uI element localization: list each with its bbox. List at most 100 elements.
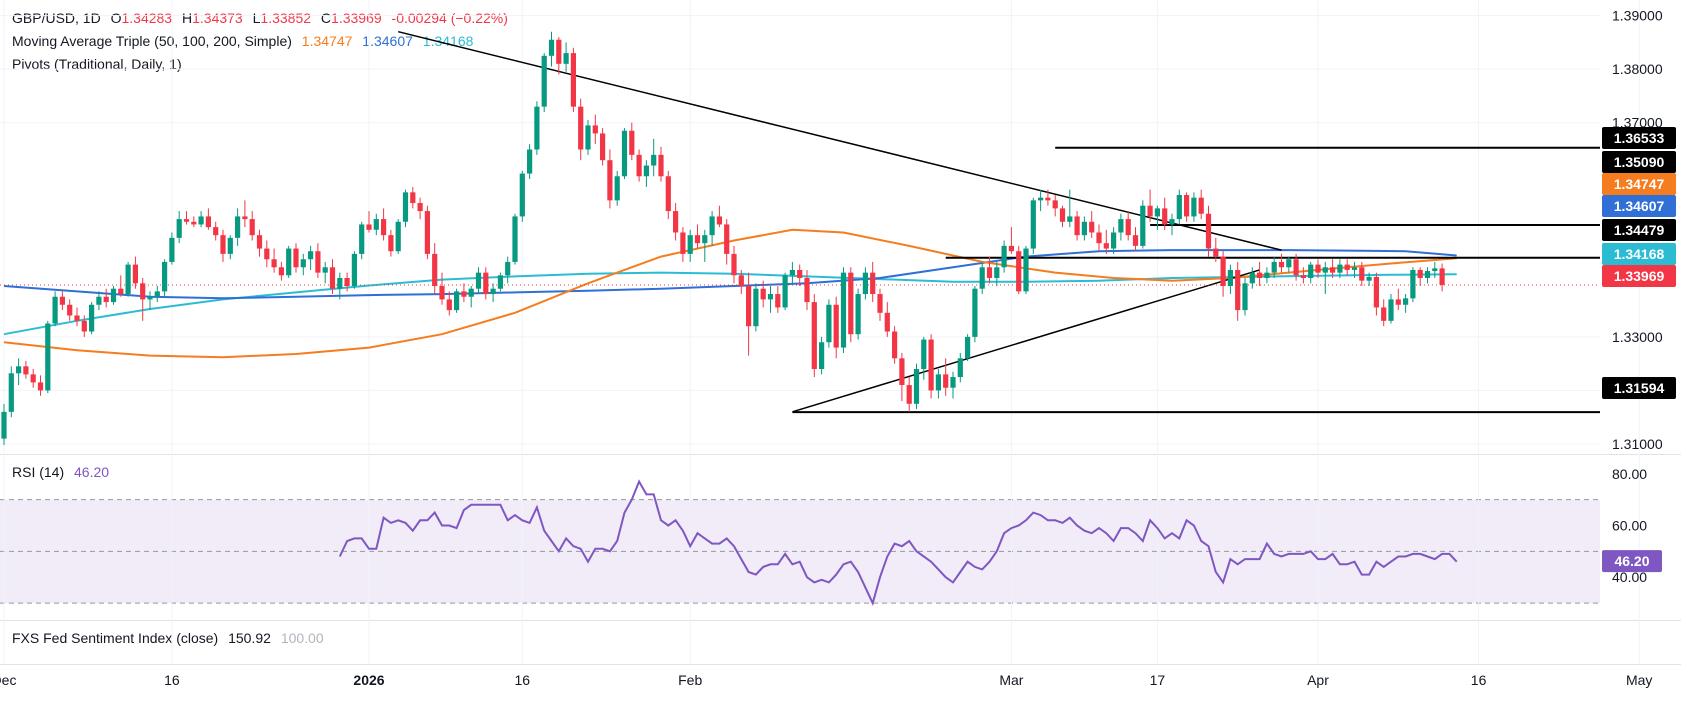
pane-divider-timeaxis [0, 664, 1681, 665]
candle-body [45, 323, 51, 391]
candle-body [220, 235, 226, 254]
price-tag-label: 1.34747 [1614, 176, 1665, 192]
candle-body [96, 296, 102, 305]
price-tag-layer: 1.36533 1.35090 1.34747 1.34607 1.34479 1.341… [1602, 127, 1676, 573]
candle-body [1315, 264, 1321, 273]
candles-layer [1, 31, 1445, 446]
rsi-layer [338, 479, 1458, 606]
candle-body [957, 358, 963, 378]
candle-body [1052, 200, 1058, 209]
candle-body [651, 154, 657, 166]
candle-body [205, 216, 211, 228]
date-tick-label: Dec [0, 672, 16, 688]
price-tag-ma100 [1602, 195, 1676, 217]
candle-body [585, 125, 591, 150]
ma100-line [3, 249, 1457, 300]
candle-body [994, 267, 1000, 278]
ma100-value: 1.34607 [362, 33, 413, 49]
candle-body [402, 192, 409, 222]
candle-body [1045, 197, 1051, 201]
candle-body [103, 296, 109, 303]
candle-body [1096, 232, 1102, 244]
fxs-legend: FXS Fed Sentiment Index (close) 150.92 1… [12, 630, 330, 646]
candle-body [475, 272, 482, 289]
candle-body [797, 269, 803, 278]
candle-body [1373, 276, 1379, 308]
pane-divider-rsi [0, 454, 1681, 455]
candle-body [1344, 264, 1350, 270]
price-tick-label: 1.39000 [1612, 8, 1663, 24]
candle-body [1300, 275, 1306, 278]
pivots-legend: Pivots (Traditional, Daily, 1) [12, 56, 188, 72]
candle-body [308, 251, 314, 260]
candle-body [30, 374, 36, 383]
candle-body [986, 267, 993, 278]
candle-body [548, 39, 555, 56]
candle-body [183, 219, 190, 222]
candle-body [1154, 208, 1160, 217]
candle-body [118, 288, 124, 295]
candle-body [687, 235, 693, 254]
candle-body [1132, 235, 1139, 246]
candle-body [921, 339, 927, 370]
candle-body [592, 125, 598, 134]
candle-body [1184, 195, 1190, 217]
date-tick-label: Feb [678, 672, 702, 688]
candle-body [417, 203, 423, 212]
price-tag-dark [1602, 377, 1676, 399]
candle-body [140, 283, 146, 300]
candle-body [804, 277, 810, 303]
rsi-line [338, 479, 1458, 606]
change-value: -0.00294 (−0.22%) [391, 10, 508, 26]
candle-body [965, 336, 971, 359]
candle-body [767, 294, 774, 300]
candle-body [709, 216, 715, 236]
candle-body [746, 286, 752, 327]
candle-body [738, 275, 744, 287]
candle-body [1169, 219, 1175, 225]
candle-body [1439, 268, 1445, 285]
candle-body [899, 358, 905, 386]
candle-body [1286, 259, 1292, 268]
candle-body [110, 288, 117, 303]
rsi-title: RSI (14) [12, 464, 65, 480]
price-legend: GBP/USD, 1D O1.34283 H1.34373 L1.33852 C… [12, 10, 514, 26]
price-tag-label: 1.34479 [1614, 222, 1665, 238]
candle-body [432, 253, 438, 287]
candle-body [1293, 259, 1299, 276]
ma-legend: Moving Average Triple (50, 100, 200, Sim… [12, 33, 479, 49]
candle-body [1038, 197, 1044, 201]
candle-body [1118, 219, 1124, 233]
candle-body [753, 288, 759, 327]
candle-body [322, 267, 328, 273]
candle-body [227, 237, 233, 254]
candle-body [789, 269, 795, 276]
candle-body [439, 286, 445, 300]
date-tick-label: 16 [1471, 672, 1487, 688]
date-tick-label: 2026 [353, 672, 384, 688]
candle-body [74, 315, 80, 321]
candle-body [629, 130, 635, 155]
candle-body [344, 277, 350, 287]
candle-body [1264, 272, 1270, 278]
candle-body [366, 224, 372, 230]
candle-body [665, 176, 671, 212]
candle-body [862, 272, 868, 295]
candle-body [1111, 232, 1117, 249]
candle-body [1125, 219, 1131, 236]
candle-body [468, 288, 474, 297]
candle-body [527, 149, 533, 174]
candle-body [59, 296, 65, 305]
candle-body [8, 373, 14, 412]
fxs-base-value: 100.00 [280, 630, 324, 646]
candle-body [716, 216, 722, 225]
open-value: O1.34283 [110, 10, 173, 26]
candle-body [1030, 200, 1036, 249]
candle-body [928, 339, 934, 391]
candle-body [913, 369, 920, 404]
candle-body [1081, 221, 1087, 236]
candle-body [256, 235, 263, 249]
candle-body [125, 264, 131, 295]
candle-body [1008, 245, 1014, 252]
